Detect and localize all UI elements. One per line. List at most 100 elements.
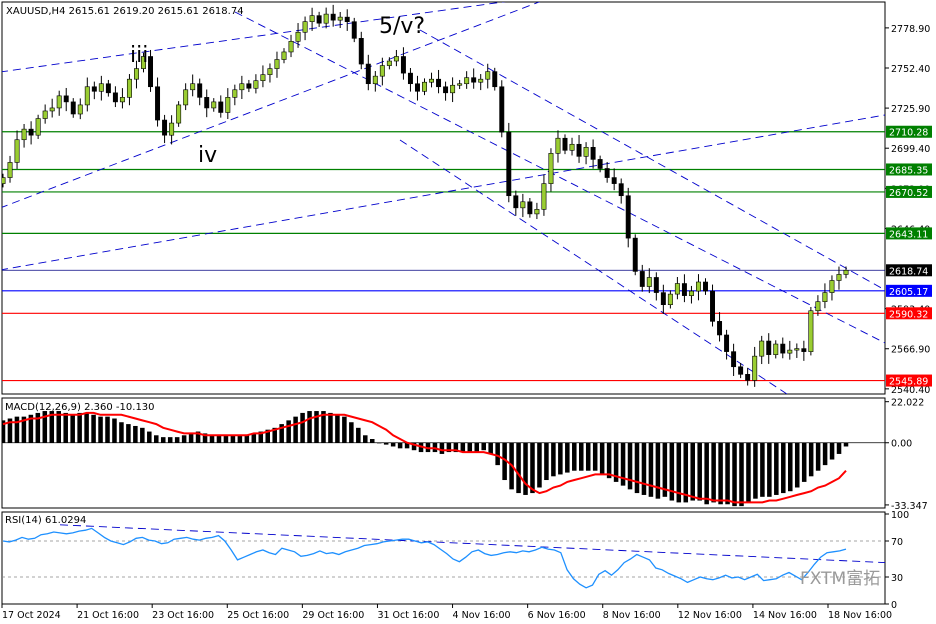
candle[interactable] xyxy=(457,83,463,86)
candle[interactable] xyxy=(548,153,554,184)
candle[interactable] xyxy=(597,159,603,169)
candle[interactable] xyxy=(752,355,758,381)
candle[interactable] xyxy=(232,89,238,98)
candle[interactable] xyxy=(443,86,449,94)
candle[interactable] xyxy=(414,83,420,92)
candle[interactable] xyxy=(225,97,231,113)
candle[interactable] xyxy=(267,68,273,75)
candle[interactable] xyxy=(555,137,561,154)
candle[interactable] xyxy=(745,374,751,381)
candle[interactable] xyxy=(562,137,568,151)
candle[interactable] xyxy=(379,65,385,77)
candle[interactable] xyxy=(169,122,175,136)
candle[interactable] xyxy=(358,38,364,65)
candle[interactable] xyxy=(646,277,652,287)
candle[interactable] xyxy=(738,366,744,375)
candle[interactable] xyxy=(63,95,69,103)
candle[interactable] xyxy=(660,292,666,306)
candle[interactable] xyxy=(197,83,203,98)
price-plot[interactable] xyxy=(0,0,885,396)
candle[interactable] xyxy=(183,89,189,106)
candle[interactable] xyxy=(632,237,638,272)
candle[interactable] xyxy=(7,162,13,178)
candle[interactable] xyxy=(148,56,154,88)
candle[interactable] xyxy=(794,348,800,351)
candle[interactable] xyxy=(731,351,737,368)
candle[interactable] xyxy=(302,21,308,33)
candle[interactable] xyxy=(84,86,90,106)
candle[interactable] xyxy=(344,16,350,22)
candle[interactable] xyxy=(829,280,835,293)
candle[interactable] xyxy=(295,31,301,42)
candle[interactable] xyxy=(162,119,168,136)
candle[interactable] xyxy=(28,128,34,136)
candle[interactable] xyxy=(105,83,111,94)
candle[interactable] xyxy=(309,15,315,22)
candle[interactable] xyxy=(239,83,245,91)
candle[interactable] xyxy=(618,183,624,197)
candle[interactable] xyxy=(274,59,280,69)
candle[interactable] xyxy=(407,72,413,85)
candle[interactable] xyxy=(787,349,793,354)
candle[interactable] xyxy=(681,283,687,296)
candle[interactable] xyxy=(14,139,20,163)
candle[interactable] xyxy=(759,340,765,357)
candle[interactable] xyxy=(56,95,62,109)
candle[interactable] xyxy=(450,84,456,94)
candle[interactable] xyxy=(780,343,786,354)
candle[interactable] xyxy=(316,15,322,24)
candle[interactable] xyxy=(674,283,680,295)
candle[interactable] xyxy=(541,183,547,210)
candle[interactable] xyxy=(836,274,842,281)
candle[interactable] xyxy=(246,83,252,89)
candle[interactable] xyxy=(141,56,146,69)
candle[interactable] xyxy=(386,60,392,66)
candle[interactable] xyxy=(822,292,828,302)
candle[interactable] xyxy=(534,209,540,215)
candle[interactable] xyxy=(204,97,210,109)
candle[interactable] xyxy=(330,13,336,21)
candle[interactable] xyxy=(91,86,97,92)
candle[interactable] xyxy=(260,74,266,82)
candle[interactable] xyxy=(190,83,196,91)
candle[interactable] xyxy=(126,78,132,98)
candle[interactable] xyxy=(211,101,217,109)
candle[interactable] xyxy=(506,131,512,197)
candle[interactable] xyxy=(35,118,41,136)
candle[interactable] xyxy=(218,101,224,113)
candle[interactable] xyxy=(520,201,526,209)
candle[interactable] xyxy=(393,56,399,62)
candle[interactable] xyxy=(112,92,118,103)
candle[interactable] xyxy=(801,348,807,352)
candle[interactable] xyxy=(49,107,55,112)
candle[interactable] xyxy=(499,86,505,133)
candle[interactable] xyxy=(695,281,701,292)
candle[interactable] xyxy=(400,56,406,74)
candle[interactable] xyxy=(281,51,287,60)
candle[interactable] xyxy=(815,301,821,312)
candle[interactable] xyxy=(70,101,76,115)
candle[interactable] xyxy=(351,21,357,39)
candle[interactable] xyxy=(429,78,435,83)
candle[interactable] xyxy=(77,104,83,115)
candle[interactable] xyxy=(133,68,139,80)
candle[interactable] xyxy=(639,271,645,287)
candle[interactable] xyxy=(337,16,343,21)
candle[interactable] xyxy=(773,343,779,355)
candle[interactable] xyxy=(604,168,610,178)
candle[interactable] xyxy=(422,81,427,92)
candle[interactable] xyxy=(288,41,294,53)
candle[interactable] xyxy=(436,78,442,88)
macd-plot[interactable] xyxy=(1,411,885,507)
candle[interactable] xyxy=(527,201,533,215)
candle[interactable] xyxy=(492,71,498,88)
candle[interactable] xyxy=(724,334,730,352)
candle[interactable] xyxy=(590,146,596,160)
candle[interactable] xyxy=(1,177,6,184)
candle[interactable] xyxy=(155,86,161,121)
candle[interactable] xyxy=(464,77,470,85)
candle[interactable] xyxy=(485,71,491,80)
candle[interactable] xyxy=(478,78,484,83)
candle[interactable] xyxy=(253,80,259,89)
candle[interactable] xyxy=(611,177,617,184)
